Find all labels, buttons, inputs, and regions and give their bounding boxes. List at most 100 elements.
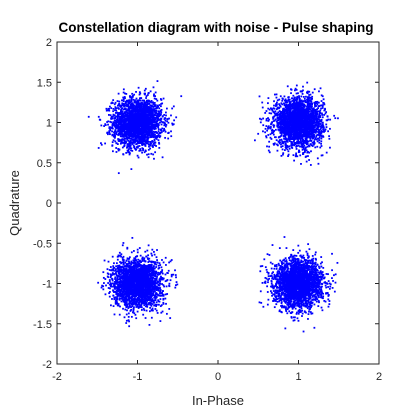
scatter-point [321,95,324,98]
scatter-point [136,133,139,136]
scatter-point [300,145,303,148]
scatter-point [124,142,127,145]
scatter-point [157,128,160,131]
scatter-point [318,139,321,142]
scatter-point [280,143,282,146]
scatter-point [321,123,324,126]
scatter-point [157,130,160,133]
scatter-point [112,150,114,153]
scatter-point [140,135,143,138]
scatter-point [110,126,113,129]
scatter-point [316,128,319,131]
scatter-point [117,148,120,150]
scatter-point [128,95,131,98]
scatter-point [311,136,314,139]
scatter-point [286,109,289,112]
scatter-point [170,130,172,133]
scatter-point [141,123,143,125]
scatter-point [322,125,325,127]
scatter-point [137,128,140,130]
scatter-point [314,131,317,134]
scatter-point [299,154,302,157]
scatter-point [310,130,313,133]
scatter-point [291,103,294,106]
scatter-point [271,109,274,112]
scatter-point [160,120,163,123]
scatter-point [127,125,129,127]
scatter-point [295,92,298,95]
scatter-point [261,106,264,109]
scatter-point [314,146,317,149]
scatter-point [156,80,159,82]
scatter-point [302,124,305,126]
scatter-point [291,131,294,134]
scatter-point [268,140,271,143]
scatter-point [273,100,275,103]
scatter-point [155,145,157,147]
scatter-point [138,137,141,140]
scatter-point [149,109,152,112]
scatter-point [278,104,281,107]
scatter-point [145,109,148,112]
scatter-point [153,128,156,130]
scatter-point [118,148,121,151]
scatter-point [266,145,268,148]
scatter-point [294,120,297,123]
scatter-point [141,127,144,130]
scatter-point [298,99,301,102]
scatter-point [307,106,310,108]
scatter-point [144,101,147,104]
scatter-point [315,101,318,104]
scatter-point [298,149,300,152]
scatter-point [139,99,142,102]
scatter-point [150,152,153,155]
scatter-point [270,129,273,132]
scatter-point [121,121,123,124]
scatter-point [153,111,156,113]
scatter-point [141,136,144,139]
scatter-point [154,91,157,94]
scatter-point [135,139,137,142]
scatter-point [133,104,136,107]
scatter-point [125,100,128,102]
scatter-point [273,104,275,107]
scatter-point [146,103,149,106]
scatter-point [280,126,282,128]
scatter-point [143,138,146,141]
scatter-point [290,131,292,134]
scatter-point [145,116,148,119]
scatter-point [149,144,152,146]
scatter-point [306,123,309,126]
scatter-point [291,129,294,131]
scatter-point [275,105,277,107]
scatter-point [119,132,122,135]
scatter-point [160,129,162,132]
scatter-point [311,134,313,137]
scatter-point [306,81,309,84]
scatter-point [304,137,307,140]
scatter-point [130,168,133,170]
scatter-point [125,130,128,133]
scatter-point [297,151,300,154]
scatter-point [290,141,293,144]
scatter-point [283,149,286,151]
scatter-point [132,106,134,109]
scatter-point [119,135,122,138]
scatter-point [276,144,279,147]
scatter-point [152,142,155,145]
scatter-point [305,155,308,158]
scatter-point [149,106,152,109]
scatter-point [122,130,124,133]
scatter-point [124,114,127,117]
scatter-point [299,107,302,109]
scatter-point [264,127,267,130]
scatter-point [160,123,163,126]
scatter-point [137,110,140,113]
scatter-point [113,114,116,117]
scatter-point [311,91,314,94]
scatter-point [320,132,322,135]
scatter-point [272,126,275,128]
scatter-point [311,137,314,140]
scatter-point [125,117,128,120]
scatter-point [277,117,280,119]
